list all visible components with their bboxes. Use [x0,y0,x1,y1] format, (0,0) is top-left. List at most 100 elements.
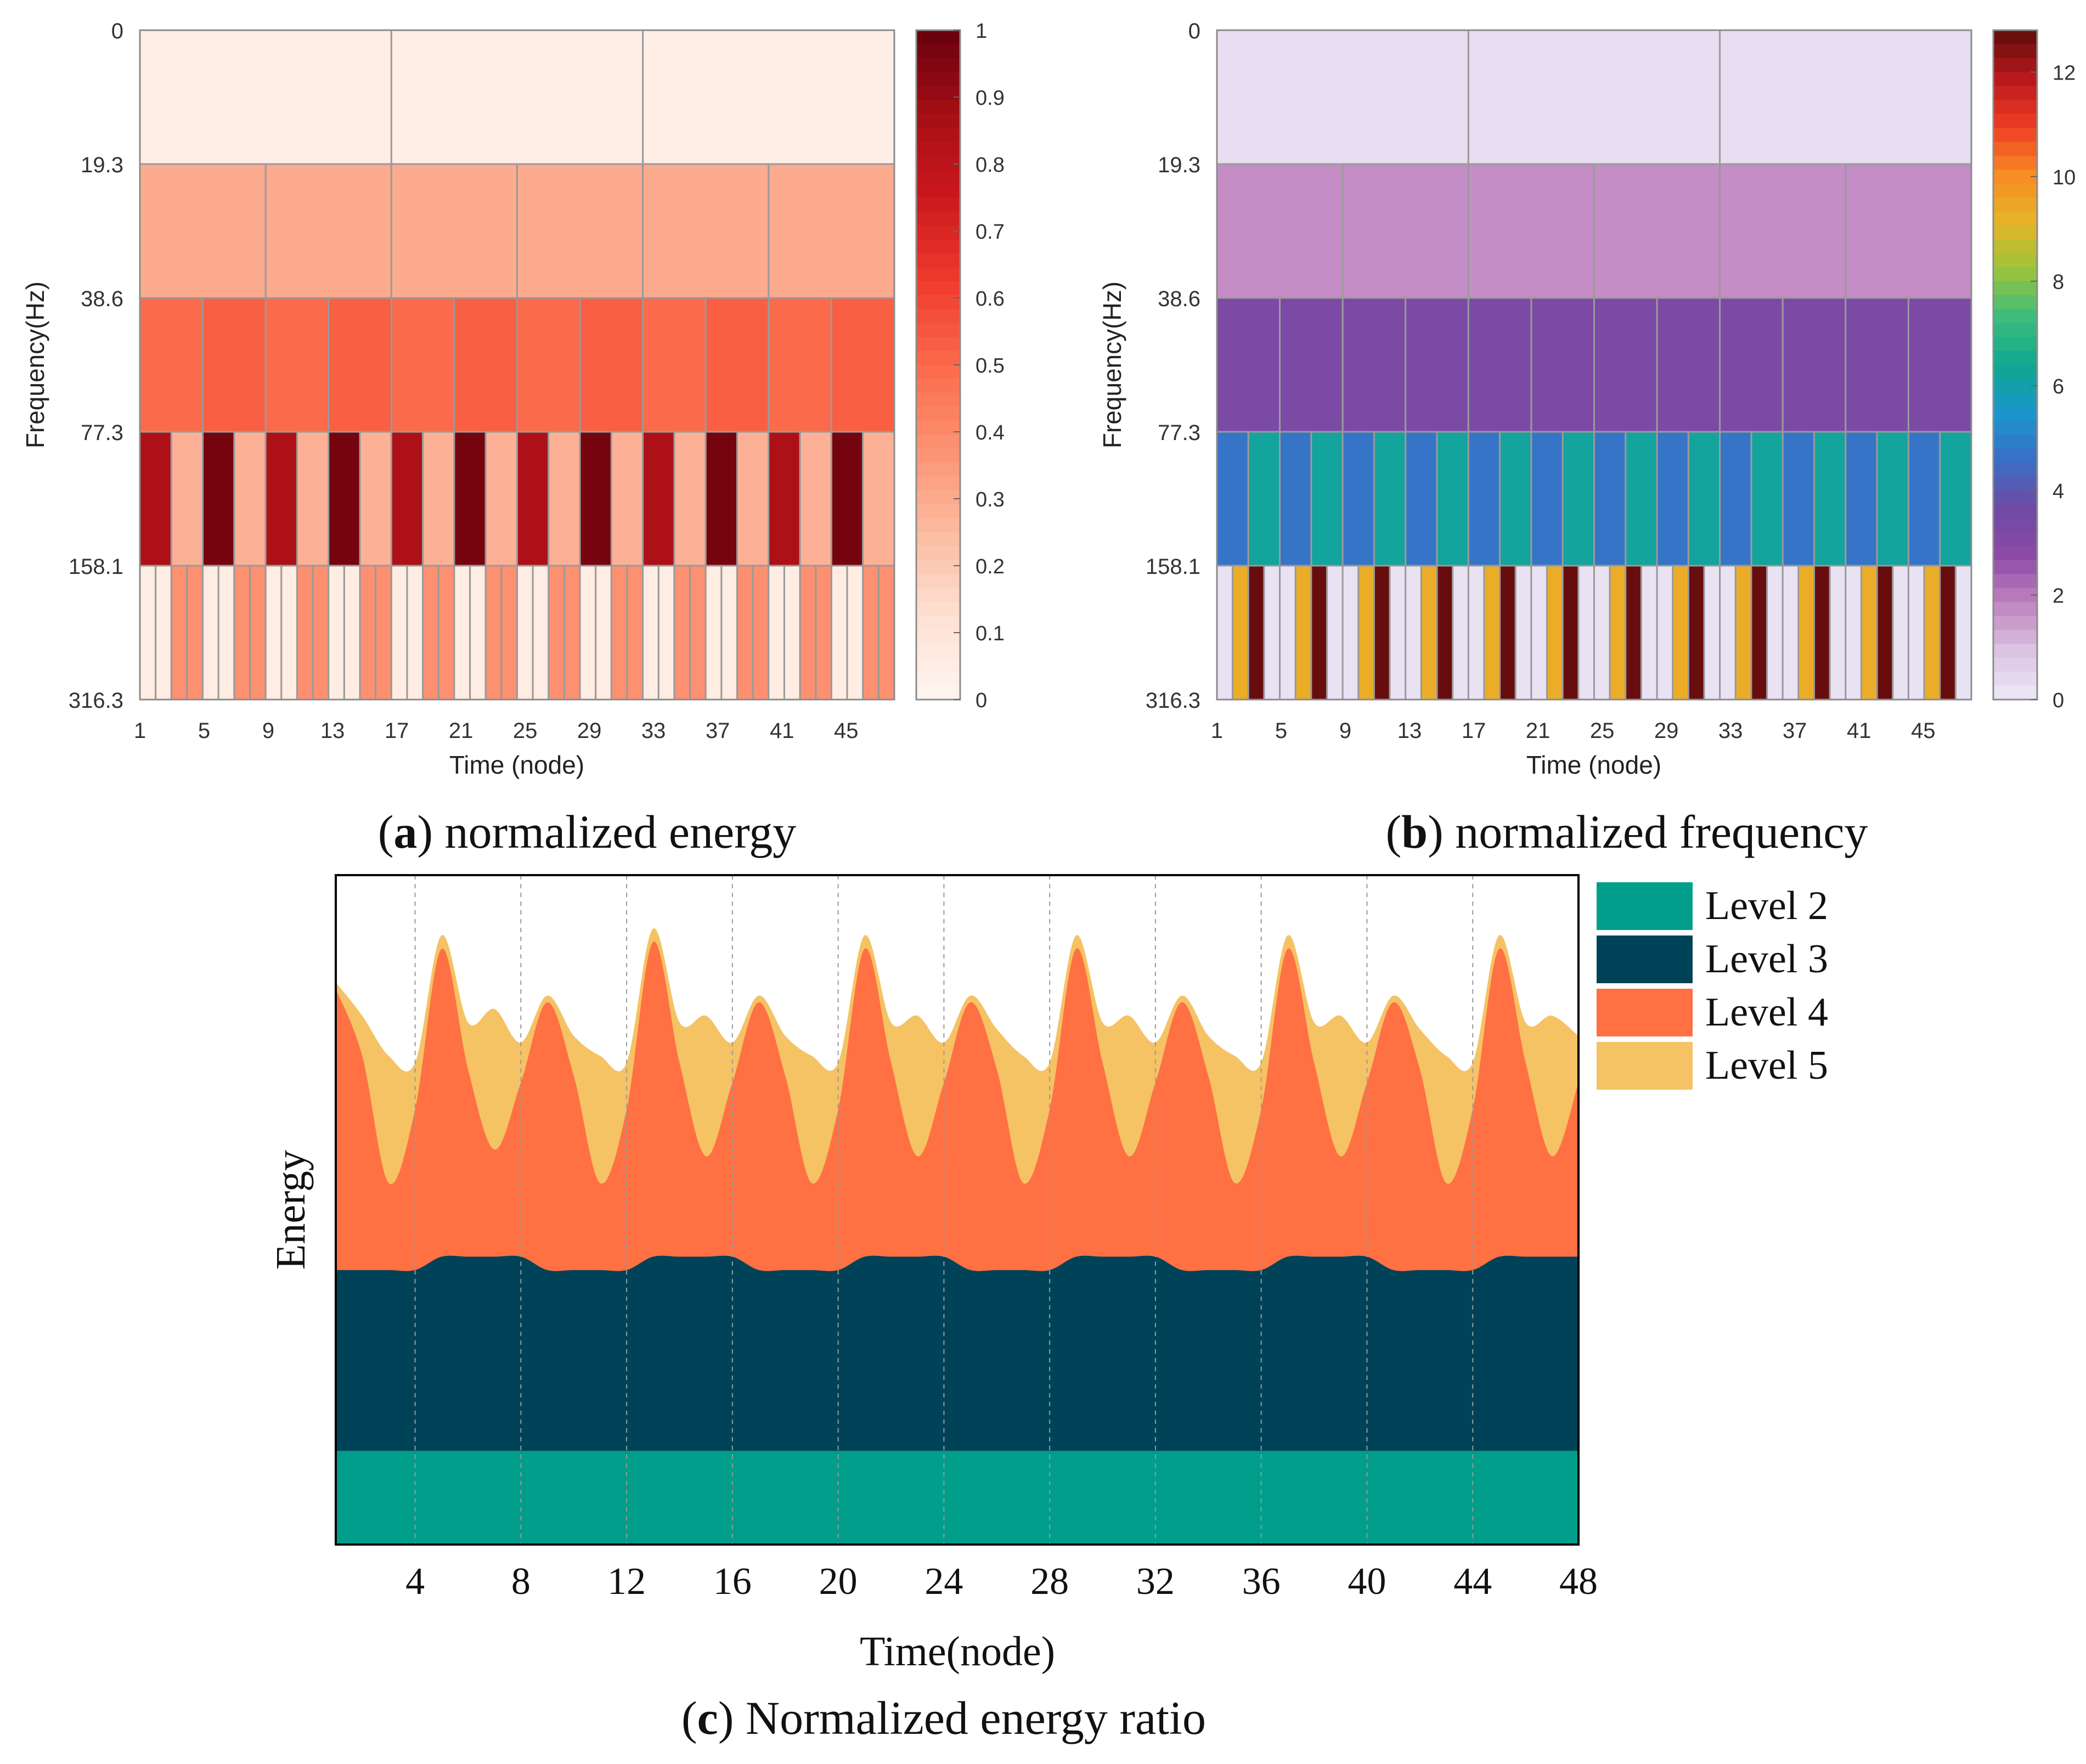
colorbar-segment [916,30,960,45]
colorbar-segment [1993,309,2037,324]
heatmap-cell [139,565,157,701]
panel-a-plot-border [139,29,895,701]
heatmap-cell [390,431,424,567]
heatmap-cell [1892,565,1909,701]
colorbar-segment [1993,574,2037,589]
x-tick-label: 40 [1348,1560,1386,1603]
y-tick-label: 77.3 [81,421,123,445]
heatmap-cell [312,565,330,701]
y-tick-label: 0 [111,19,123,43]
heatmap-cell [170,431,204,567]
colorbar-segment [916,114,960,128]
x-tick-label: 33 [641,719,666,743]
colorbar-segment [916,44,960,59]
panel-b-x-tick-labels: 1 5 9 13 17 21 25 29 33 37 41 45 [1211,719,1936,743]
panel-c-areas [336,928,1578,1545]
colorbar-segment [916,72,960,87]
heatmap-cell [328,297,392,433]
heatmap-cell [453,431,487,567]
panel-a-colorbar: 0 0.1 0.2 0.3 0.4 0.5 0.6 0.7 0.8 0.9 1 [915,20,1005,712]
heatmap-cell [610,565,628,701]
x-tick-label: 5 [1275,719,1287,743]
heatmap-cell [264,565,283,701]
panel-a-x-tick-labels: 1 5 9 13 17 21 25 29 33 37 41 45 [134,719,859,743]
y-tick-label: 19.3 [1158,153,1200,177]
heatmap-cell [328,431,361,567]
legend-label: Level 4 [1705,990,1828,1035]
heatmap-cell [139,29,392,165]
heatmap-cell [1294,565,1312,701]
panel-c-x-axis-label: Time(node) [860,1628,1055,1675]
colorbar-segment [916,295,960,309]
heatmap-cell [1216,163,1344,299]
heatmap-cell [1216,431,1249,567]
colorbar-segment [916,267,960,282]
colorbar-segment [916,685,960,700]
heatmap-cell [830,565,848,701]
heatmap-cell [1781,297,1847,433]
colorbar-segment [916,351,960,365]
heatmap-cell [359,431,392,567]
heatmap-cell [642,297,707,433]
heatmap-cell [799,565,817,701]
heatmap-cell [390,297,455,433]
heatmap-cell [1467,565,1485,701]
colorbar-tick-label: 0.8 [976,154,1005,177]
colorbar-segment [916,392,960,407]
heatmap-cell [799,431,832,567]
heatmap-cell [1341,565,1360,701]
colorbar-segment [1993,629,2037,644]
heatmap-cell [1467,29,1721,165]
colorbar-tick-label: 2 [2053,584,2064,607]
x-tick-label: 29 [577,719,602,743]
heatmap-cell [1483,565,1501,701]
heatmap-cell [202,431,235,567]
heatmap-cell [1640,565,1658,701]
x-tick-label: 21 [449,719,473,743]
colorbar-segment [1993,462,2037,477]
heatmap-cell [548,565,565,701]
heatmap-cell [249,565,267,701]
colorbar-segment [916,198,960,212]
heatmap-cell [1797,565,1816,701]
heatmap-cell [1216,29,1469,165]
heatmap-cell [1530,297,1595,433]
heatmap-cell [532,565,550,701]
heatmap-cell [1436,565,1454,701]
heatmap-cell [1703,565,1721,701]
heatmap-cell [1845,163,1972,299]
heatmap-cell [689,565,707,701]
y-tick-label: 316.3 [1146,689,1200,713]
heatmap-cell [579,297,644,433]
colorbar-segment [916,574,960,589]
heatmap-cell [186,565,204,701]
heatmap-cell [1656,565,1674,701]
panel-b-letter: b [1401,805,1428,858]
colorbar-segment [916,225,960,240]
heatmap-cell [768,297,832,433]
heatmap-cell [830,297,895,433]
heatmap-cell [359,565,377,701]
heatmap-cell [1923,565,1941,701]
legend-swatch [1597,989,1693,1036]
colorbar-tick-label: 8 [2053,271,2064,294]
heatmap-cell [1357,565,1375,701]
x-tick-label: 17 [385,719,409,743]
colorbar-segment [1993,420,2037,435]
colorbar-segment [916,211,960,226]
panel-c-y-axis-label: Energy [268,1150,314,1270]
heatmap-cell [1939,565,1957,701]
heatmap-cell [1577,565,1595,701]
colorbar-segment [916,155,960,170]
heatmap-cell [155,565,172,701]
panel-b-y-axis-label: Frequency(Hz) [1098,281,1126,448]
colorbar-tick-label: 0.5 [976,354,1005,377]
colorbar-segment [1993,532,2037,547]
heatmap-cell [1876,565,1894,701]
colorbar-tick-label: 0.7 [976,221,1005,244]
colorbar-segment [1993,142,2037,156]
colorbar-segment [916,337,960,352]
heatmap-cell [453,297,518,433]
heatmap-cell [768,163,895,299]
panel-a-letter: a [393,805,417,858]
